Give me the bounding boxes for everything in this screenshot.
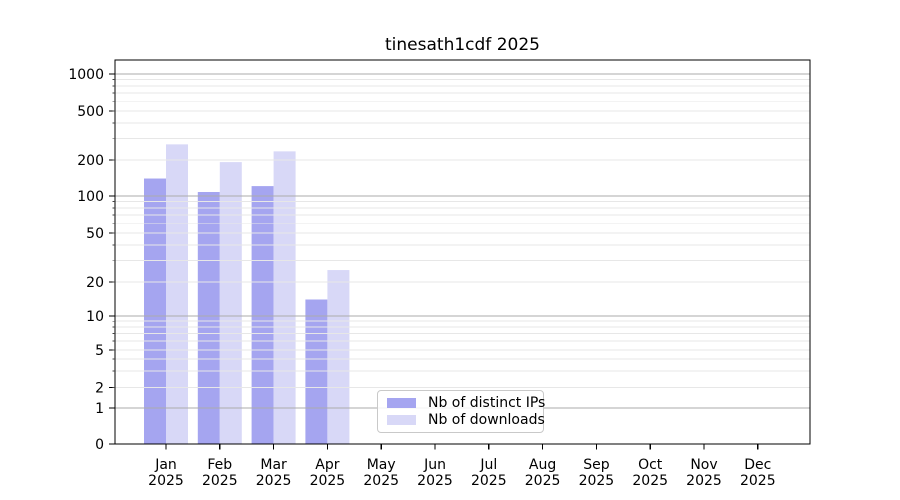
- legend-swatch-distinct-ips-icon: [387, 398, 416, 408]
- x-tick-label-year: 2025: [579, 473, 615, 489]
- chart-title: tinesath1cdf 2025: [385, 35, 540, 55]
- x-tick-label-year: 2025: [632, 473, 668, 489]
- x-tick-label-month: Jan: [154, 457, 177, 473]
- y-tick-label: 2: [95, 381, 104, 397]
- x-tick-label-year: 2025: [256, 473, 292, 489]
- bar-downloads-apr: [327, 270, 350, 444]
- x-tick-label-year: 2025: [363, 473, 399, 489]
- x-tick-label-month: Mar: [260, 457, 287, 473]
- x-tick-label-month: Jun: [423, 457, 446, 473]
- y-tick-label: 1000: [68, 67, 104, 83]
- x-tick-label-month: Dec: [744, 457, 771, 473]
- x-tick-label-year: 2025: [686, 473, 722, 489]
- x-tick-label-year: 2025: [740, 473, 776, 489]
- bar-downloads-mar: [273, 151, 296, 444]
- y-tick-label: 0: [95, 437, 104, 453]
- x-tick-label-month: Jul: [479, 457, 497, 473]
- y-tick-label: 5: [95, 343, 104, 359]
- y-tick-label: 1: [95, 401, 104, 417]
- y-tick-label: 10: [86, 309, 104, 325]
- x-tick-label-month: Aug: [529, 457, 556, 473]
- y-tick-label: 50: [86, 226, 104, 242]
- x-tick-label-month: Feb: [207, 457, 232, 473]
- bar-distinct-ips-jan: [144, 178, 166, 444]
- bar-distinct-ips-feb: [197, 192, 220, 444]
- x-tick-label-year: 2025: [148, 473, 184, 489]
- y-tick-label: 20: [86, 275, 104, 291]
- plot-frame: [114, 59, 811, 445]
- x-tick-label-year: 2025: [417, 473, 453, 489]
- y-tick-label: 200: [77, 153, 104, 169]
- x-tick-label-month: Nov: [690, 457, 717, 473]
- x-tick-label-month: Oct: [638, 457, 663, 473]
- x-tick-label-year: 2025: [310, 473, 346, 489]
- x-tick-label-month: May: [367, 457, 396, 473]
- legend-label-downloads: Nb of downloads: [428, 412, 545, 428]
- y-tick-label: 500: [77, 104, 104, 120]
- x-tick-label-month: Sep: [583, 457, 610, 473]
- legend-label-distinct-ips: Nb of distinct IPs: [428, 395, 546, 411]
- legend-item-downloads: Nb of downloads: [387, 413, 545, 427]
- x-tick-label-year: 2025: [525, 473, 561, 489]
- legend-item-distinct-ips: Nb of distinct IPs: [387, 396, 545, 410]
- x-tick-label-year: 2025: [471, 473, 507, 489]
- x-tick-label-month: Apr: [315, 457, 339, 473]
- bar-downloads-feb: [219, 162, 242, 444]
- legend: Nb of distinct IPs Nb of downloads: [377, 390, 545, 433]
- x-tick-label-year: 2025: [202, 473, 238, 489]
- y-tick-label: 100: [77, 189, 104, 205]
- legend-swatch-downloads-icon: [387, 415, 416, 425]
- bar-downloads-jan: [166, 144, 188, 444]
- bar-distinct-ips-mar: [251, 186, 274, 445]
